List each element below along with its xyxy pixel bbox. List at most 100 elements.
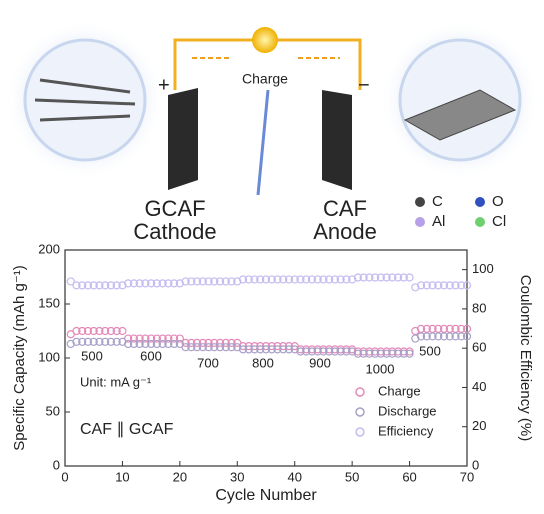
data-point bbox=[233, 277, 242, 286]
data-point bbox=[192, 343, 202, 352]
data-point bbox=[170, 334, 179, 343]
data-point bbox=[158, 334, 167, 343]
y-tick-label: 50 bbox=[46, 403, 60, 418]
data-point bbox=[129, 334, 139, 343]
y-tick-label: 200 bbox=[38, 241, 60, 256]
data-point bbox=[428, 281, 437, 290]
data-point bbox=[376, 273, 385, 282]
annotation: 500 bbox=[81, 348, 103, 363]
data-point bbox=[434, 281, 443, 290]
data-point bbox=[279, 275, 288, 284]
data-point bbox=[106, 337, 116, 346]
legend-marker bbox=[355, 387, 365, 397]
y2-tick-label: 80 bbox=[472, 300, 486, 315]
data-point bbox=[210, 338, 219, 347]
data-point bbox=[78, 326, 87, 336]
data-point bbox=[267, 345, 276, 354]
data-point bbox=[221, 277, 230, 286]
y-axis-label: Specific Capacity (mAh g⁻¹) bbox=[11, 265, 28, 450]
data-point bbox=[66, 277, 75, 286]
data-point bbox=[152, 339, 161, 349]
graphite-layers bbox=[34, 78, 136, 122]
data-point bbox=[296, 347, 305, 356]
x-tick-label: 50 bbox=[345, 469, 359, 484]
data-point bbox=[227, 338, 236, 347]
y2-tick-label: 0 bbox=[472, 457, 479, 472]
annotation: 800 bbox=[252, 355, 274, 370]
data-point bbox=[319, 347, 328, 356]
cathode-zoom bbox=[23, 38, 147, 162]
data-point bbox=[83, 326, 93, 336]
data-point bbox=[388, 273, 397, 282]
data-point bbox=[72, 281, 81, 290]
annotation: 1000 bbox=[366, 361, 395, 376]
annotation: Unit: mA g⁻¹ bbox=[80, 374, 152, 389]
data-point bbox=[462, 281, 472, 290]
cathode-plate bbox=[168, 88, 198, 190]
data-point bbox=[457, 281, 466, 290]
data-point bbox=[221, 338, 230, 347]
data-point bbox=[72, 326, 81, 336]
data-point bbox=[376, 349, 385, 358]
separator bbox=[256, 89, 270, 196]
data-point bbox=[273, 345, 282, 354]
anode-plate bbox=[322, 90, 352, 190]
data-point bbox=[428, 332, 437, 341]
data-point bbox=[365, 349, 374, 358]
data-point bbox=[210, 277, 219, 286]
data-point bbox=[89, 337, 98, 346]
data-point bbox=[210, 343, 219, 352]
data-point bbox=[422, 281, 431, 290]
data-point bbox=[261, 275, 271, 284]
data-point bbox=[124, 279, 133, 288]
data-point bbox=[256, 275, 265, 284]
data-point bbox=[307, 347, 317, 356]
data-point bbox=[118, 326, 127, 336]
data-point bbox=[439, 332, 449, 341]
data-point bbox=[187, 277, 196, 286]
data-point bbox=[405, 349, 414, 358]
data-point bbox=[261, 345, 271, 354]
atom-al bbox=[415, 217, 425, 227]
y-tick-label: 150 bbox=[38, 295, 60, 310]
data-point bbox=[192, 277, 202, 286]
data-point bbox=[170, 279, 179, 288]
data-point bbox=[204, 338, 213, 347]
y2-tick-label: 60 bbox=[472, 340, 486, 355]
data-point bbox=[359, 273, 368, 282]
data-point bbox=[158, 279, 167, 288]
data-point bbox=[106, 281, 116, 290]
atom-cl bbox=[475, 217, 485, 227]
data-point bbox=[227, 277, 236, 286]
data-point bbox=[112, 326, 121, 336]
data-point bbox=[382, 273, 391, 282]
data-point bbox=[101, 337, 110, 346]
data-point bbox=[250, 345, 259, 354]
data-point bbox=[244, 275, 253, 284]
x-tick-label: 40 bbox=[287, 469, 301, 484]
annotation: 900 bbox=[309, 355, 331, 370]
data-point bbox=[204, 343, 213, 352]
data-point bbox=[388, 349, 397, 358]
data-point bbox=[164, 334, 173, 343]
data-point bbox=[141, 339, 150, 349]
legend-marker bbox=[355, 407, 365, 417]
data-point bbox=[118, 281, 127, 290]
data-point bbox=[279, 345, 288, 354]
data-point bbox=[313, 275, 322, 284]
data-point bbox=[405, 273, 414, 282]
annotation: 700 bbox=[197, 355, 219, 370]
annotation: CAF ∥ GCAF bbox=[80, 421, 174, 438]
data-point bbox=[342, 347, 351, 356]
data-point bbox=[112, 281, 121, 290]
minus: − bbox=[358, 74, 370, 96]
x-axis-label: Cycle Number bbox=[215, 487, 317, 504]
data-point bbox=[147, 334, 156, 343]
data-point bbox=[78, 281, 87, 290]
anode-name: CAF bbox=[323, 196, 367, 221]
data-point bbox=[434, 332, 443, 341]
data-point bbox=[72, 337, 81, 346]
atom-label: O bbox=[492, 193, 504, 210]
data-point bbox=[336, 275, 345, 284]
